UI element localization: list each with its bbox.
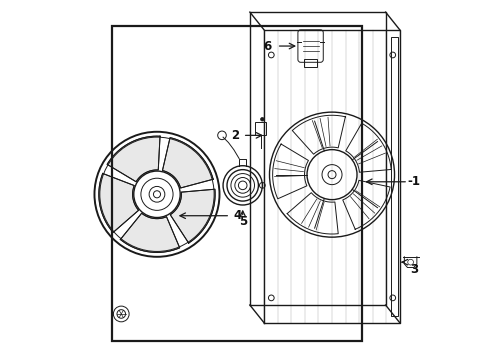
Text: 5: 5 [238, 215, 246, 228]
Polygon shape [107, 136, 160, 182]
Polygon shape [120, 213, 179, 252]
Bar [304, 59, 316, 67]
Bar [255, 122, 265, 135]
Text: 3: 3 [409, 263, 417, 276]
Polygon shape [99, 174, 138, 233]
Text: -1: -1 [407, 175, 420, 188]
Bar [390, 37, 397, 316]
Text: 2: 2 [231, 129, 239, 142]
Bar [112, 26, 362, 341]
Polygon shape [170, 189, 215, 243]
Circle shape [260, 117, 264, 121]
Polygon shape [162, 138, 213, 188]
Text: 4: 4 [233, 209, 241, 222]
Text: 6: 6 [263, 40, 271, 53]
